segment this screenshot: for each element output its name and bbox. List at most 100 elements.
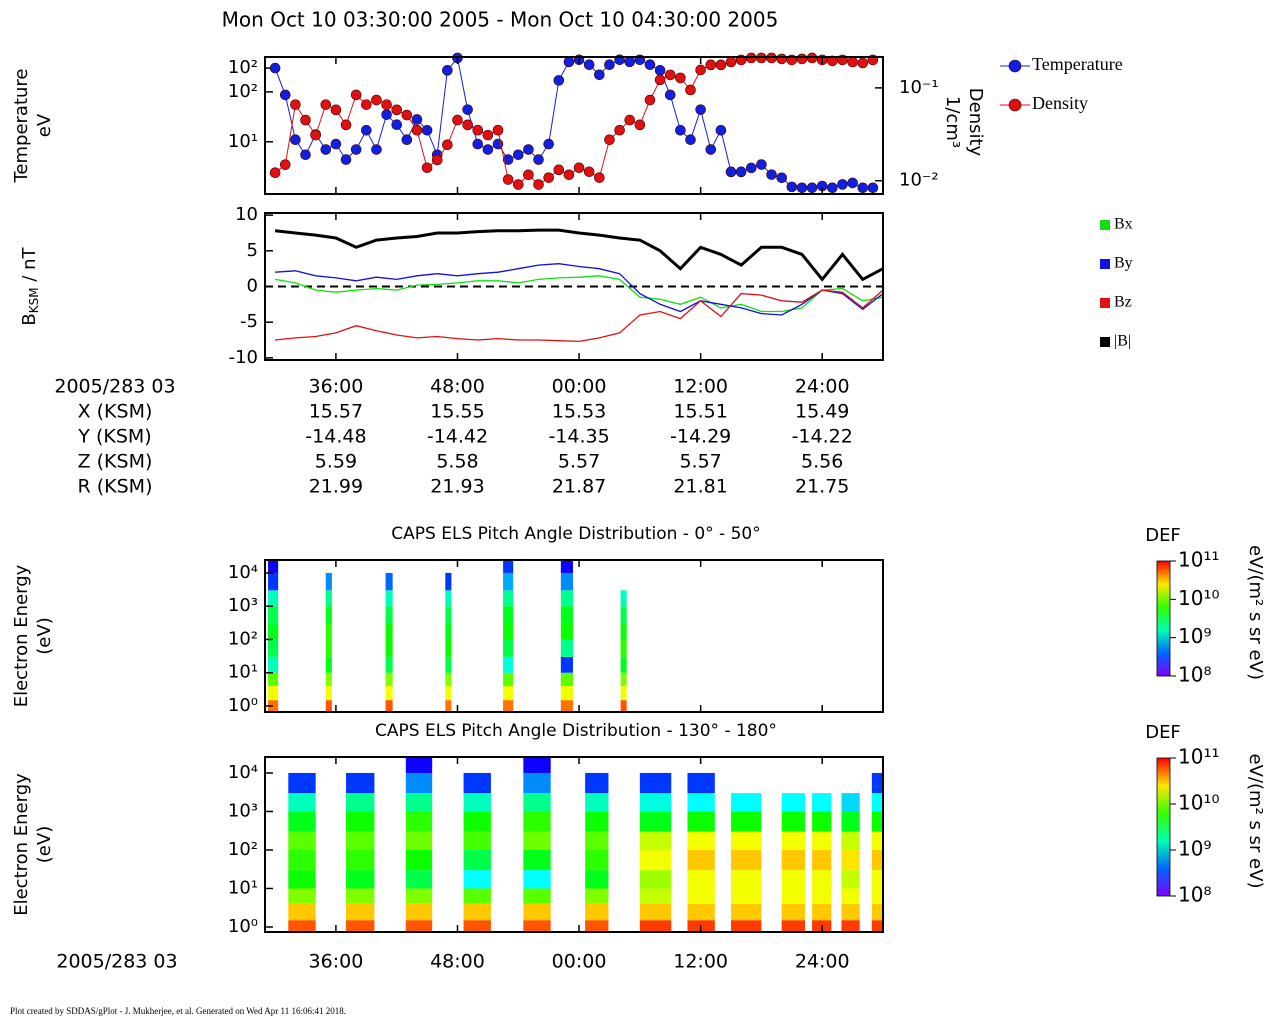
marker xyxy=(533,154,544,165)
x-tick-label: 12:00 xyxy=(673,951,728,973)
spectrogram-cell xyxy=(731,811,762,832)
spectrogram-cell xyxy=(585,920,609,932)
x-tick-label: 24:00 xyxy=(795,376,850,398)
marker xyxy=(300,149,311,161)
spectrogram-cell xyxy=(268,606,279,624)
axis-label: eV xyxy=(34,113,55,137)
spectrogram-cell xyxy=(871,793,883,812)
axis-label-part: KSM xyxy=(27,287,41,313)
marker xyxy=(847,177,858,189)
ephemeris-value: 21.87 xyxy=(552,476,606,498)
marker xyxy=(624,56,636,68)
legend-marker xyxy=(1008,59,1022,73)
spectrogram-cell xyxy=(405,870,433,889)
x-tick-label: 36:00 xyxy=(309,951,364,973)
spectrogram-cell xyxy=(503,672,514,686)
spectrogram-cell xyxy=(405,903,433,921)
x-tick-label: 36:00 xyxy=(309,376,364,398)
spectrogram-cell xyxy=(463,849,491,871)
y-tick-label: 5 xyxy=(247,240,258,261)
spectrogram-cell xyxy=(871,870,883,889)
spectrogram-cell xyxy=(585,849,609,871)
footer: Plot created by SDDAS/gPlot - J. Mukherj… xyxy=(10,1006,346,1016)
spectrogram-cell xyxy=(639,849,672,871)
ephemeris-value: 21.75 xyxy=(795,476,849,498)
marker xyxy=(371,94,382,106)
y-tick-label: 10³ xyxy=(228,595,258,616)
spectrogram-cell xyxy=(463,831,491,850)
spectrogram-cell xyxy=(781,849,805,871)
marker xyxy=(715,59,727,71)
axis-label: Density xyxy=(965,88,986,157)
legend-swatch xyxy=(1100,337,1110,347)
y-tick-label: 10² xyxy=(228,81,258,102)
ephemeris-value: 5.57 xyxy=(558,451,600,473)
spectrogram-cell xyxy=(503,623,514,640)
spectrogram-cell xyxy=(620,656,627,673)
y-tick-label: -5 xyxy=(240,311,258,332)
spectrogram-cell xyxy=(812,793,832,812)
colorbar xyxy=(1156,757,1171,897)
series-line xyxy=(275,263,884,316)
marker xyxy=(654,74,666,86)
spectrogram-cell xyxy=(523,793,551,812)
colorbar-tick-label: 10⁹ xyxy=(1178,624,1211,648)
spectrogram-cell xyxy=(346,920,375,932)
marker xyxy=(583,166,595,178)
x-tick-label: 24:00 xyxy=(795,951,850,973)
spectrogram-cell xyxy=(288,831,316,850)
spectrogram-cell xyxy=(687,903,715,921)
spectrogram-cell xyxy=(385,700,393,712)
spectrogram-cell xyxy=(325,639,332,657)
axis-label: BKSM / nT xyxy=(19,246,41,325)
spectrogram-cell xyxy=(405,831,433,850)
spectrogram-cell xyxy=(405,757,433,773)
colorbar-tick-label: 10¹⁰ xyxy=(1178,586,1219,610)
marker xyxy=(340,119,352,131)
legend-label: By xyxy=(1114,255,1133,272)
spectrogram-cell xyxy=(445,700,452,712)
marker xyxy=(867,182,879,194)
spectrogram-cell xyxy=(503,560,514,573)
spectrogram-cell xyxy=(639,870,672,889)
marker xyxy=(553,75,565,86)
marker xyxy=(340,154,352,165)
marker xyxy=(573,162,585,174)
spectrogram-cell xyxy=(385,606,393,624)
spectrogram-cell xyxy=(463,903,491,921)
marker xyxy=(320,99,332,110)
spectrogram-cell xyxy=(523,831,551,850)
marker xyxy=(806,182,818,194)
ephemeris-value: -14.42 xyxy=(427,426,488,448)
marker xyxy=(512,179,524,190)
spectrogram-cell xyxy=(585,793,609,812)
marker xyxy=(563,169,575,181)
y2-tick-label: 10⁻² xyxy=(899,170,939,191)
colorbar-title: DEF xyxy=(1145,722,1181,743)
spectrogram-cell xyxy=(288,849,316,871)
spectrogram-cell xyxy=(731,888,762,904)
spectrogram-cell xyxy=(585,811,609,832)
marker xyxy=(796,182,808,194)
ephemeris-row-name: X (KSM) xyxy=(78,401,153,423)
marker xyxy=(523,144,534,155)
legend-label: Density xyxy=(1032,93,1088,113)
spectrogram-cell xyxy=(346,793,375,812)
spectrogram-cell xyxy=(871,849,883,871)
spectrogram-cell xyxy=(731,831,762,850)
marker xyxy=(745,162,757,174)
marker xyxy=(705,144,717,155)
spectrogram-cell xyxy=(346,849,375,871)
spectrogram-cell xyxy=(463,870,491,889)
axis-label: Temperature xyxy=(11,68,32,183)
ephemeris-row-name: Z (KSM) xyxy=(78,451,153,473)
marker xyxy=(695,64,706,76)
spectrogram-cell xyxy=(781,831,805,850)
marker xyxy=(634,119,646,131)
spectrogram-cell xyxy=(503,656,514,673)
spectrogram-cell xyxy=(503,639,514,657)
spectrogram-cell xyxy=(325,606,332,624)
spectrogram-cell xyxy=(463,920,491,932)
spectrogram-cell xyxy=(268,656,279,673)
marker xyxy=(604,134,615,146)
